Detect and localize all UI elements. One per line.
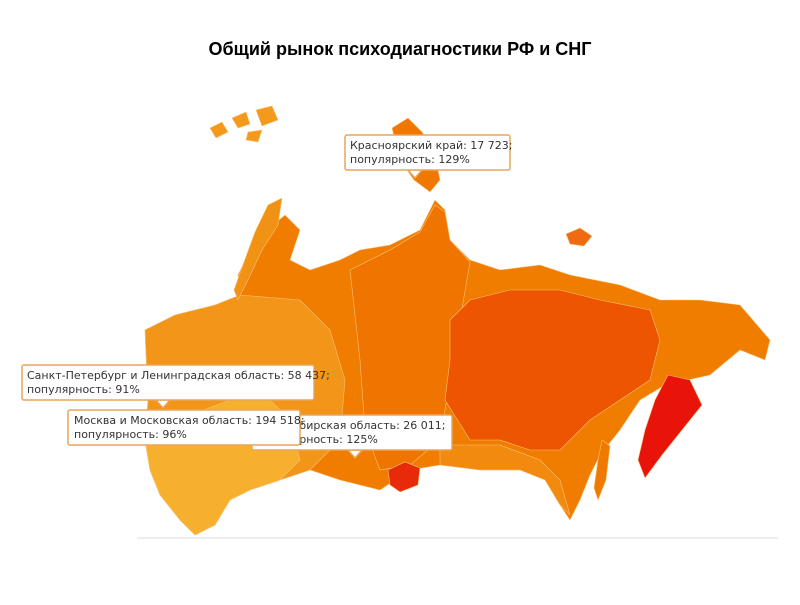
- island-franz-josef: [209, 105, 279, 143]
- tooltip-line: Москва и Московская область: 194 518;: [74, 414, 305, 427]
- tooltip: Новосибирская область: 26 011; популярно…: [251, 414, 453, 460]
- tooltip: Красноярский край: 17 723; популярность:…: [344, 134, 513, 180]
- tooltip-line: Красноярский край: 17 723;: [350, 139, 513, 152]
- tooltip-line: популярность: 91%: [27, 383, 140, 396]
- region-south-siberia: [439, 444, 571, 517]
- island-wrangel: [565, 227, 593, 247]
- region-altai: [387, 461, 421, 493]
- island-sakhalin: [593, 439, 611, 501]
- tooltip-line: Санкт-Петербург и Ленинградская область:…: [27, 369, 330, 382]
- tooltip: Москва и Московская область: 194 518; по…: [67, 409, 305, 446]
- region-yakutia: [444, 289, 661, 451]
- tooltip-line: Новосибирская область: 26 011;: [258, 419, 446, 432]
- tooltip-line: популярность: 129%: [350, 153, 470, 166]
- title: Общий рынок психодиагностики РФ и СНГ: [209, 39, 592, 59]
- tooltip-box: [21, 364, 315, 401]
- tooltip: Санкт-Петербург и Ленинградская область:…: [21, 364, 330, 410]
- tooltip-box: [67, 409, 301, 446]
- tooltip-box: [344, 134, 511, 171]
- region-kamchatka: [637, 374, 703, 479]
- tooltip-line: популярность: 96%: [74, 428, 187, 441]
- island-novaya-zemlya: [233, 197, 283, 301]
